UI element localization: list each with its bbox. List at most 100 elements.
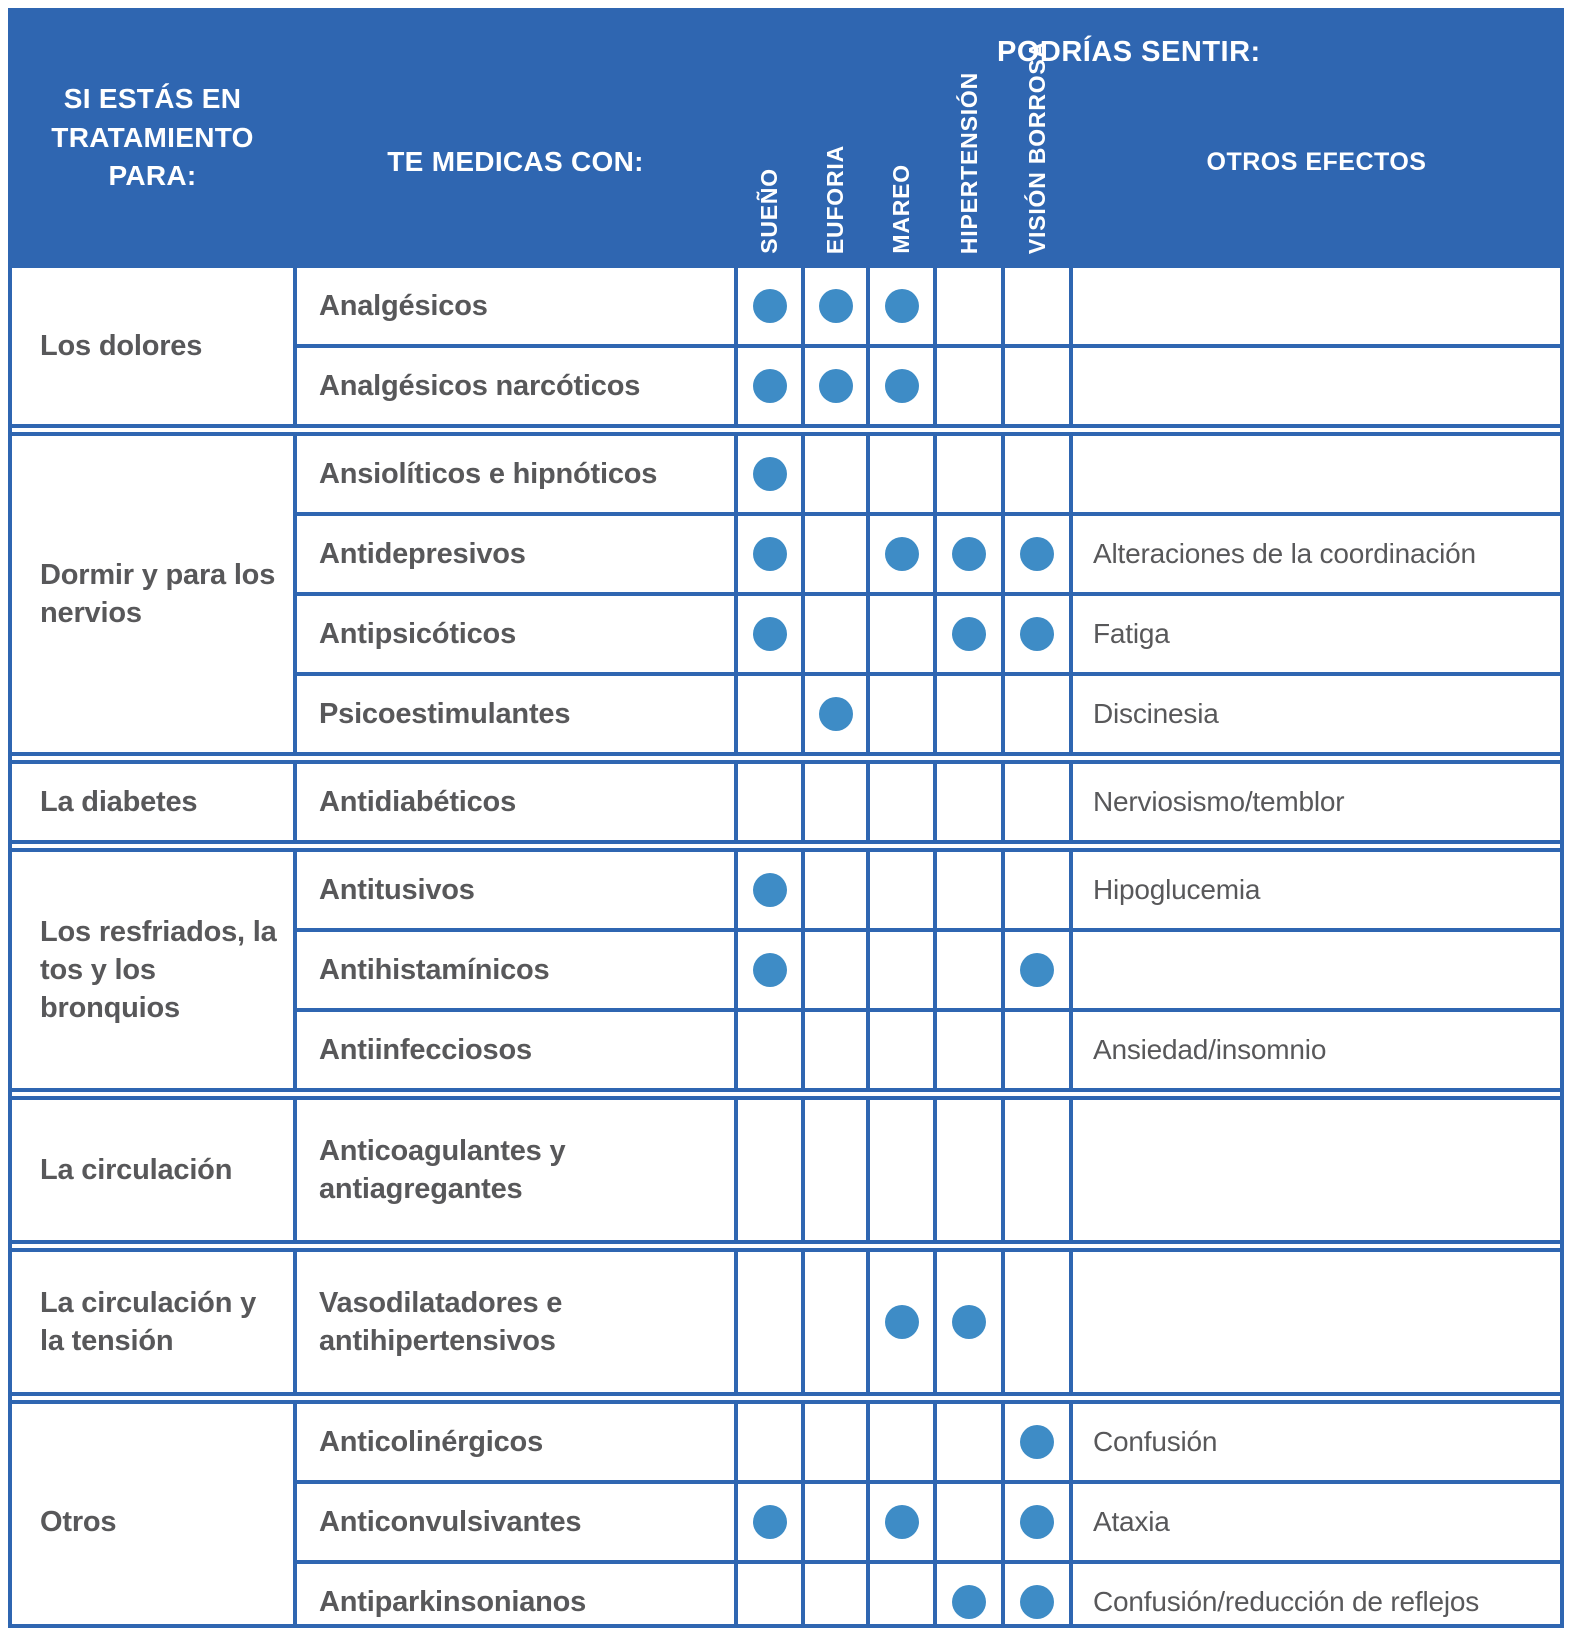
symptom-cell bbox=[805, 1100, 866, 1240]
symptom-cell bbox=[937, 1012, 1001, 1088]
symptom-cell bbox=[1005, 1484, 1069, 1560]
medication-cell: Analgésicos narcóticos bbox=[297, 348, 734, 424]
treatment-cell: Los resfriados, la tos y los bronquios bbox=[12, 852, 293, 1088]
symptom-cell bbox=[870, 1252, 933, 1392]
symptom-cell bbox=[937, 676, 1001, 752]
symptom-cell bbox=[738, 676, 801, 752]
treatment-cell: Otros bbox=[12, 1404, 293, 1624]
symptom-dot bbox=[884, 1505, 919, 1539]
symptom-cell bbox=[805, 1012, 866, 1088]
symptom-cell bbox=[870, 596, 933, 672]
other-effects-cell: Confusión bbox=[1073, 1404, 1560, 1480]
symptom-cell bbox=[937, 1404, 1001, 1480]
other-effects-cell bbox=[1073, 348, 1560, 424]
treatment-group: Dormir y para los nervios Ansiolíticos e… bbox=[12, 432, 1560, 756]
symptom-cell bbox=[937, 268, 1001, 344]
symptom-cell bbox=[738, 268, 801, 344]
symptom-dot bbox=[884, 537, 919, 571]
symptom-cell bbox=[738, 764, 801, 840]
other-effects-cell bbox=[1073, 1100, 1560, 1240]
medication-cell: Antitusivos bbox=[297, 852, 734, 928]
symptom-column-label: MAREO bbox=[888, 164, 914, 254]
symptom-dot bbox=[1020, 953, 1054, 987]
symptom-cell bbox=[805, 436, 866, 512]
symptom-cell bbox=[937, 1252, 1001, 1392]
symptom-dot bbox=[818, 369, 853, 403]
other-effects-cell bbox=[1073, 1252, 1560, 1392]
symptom-dot bbox=[752, 1505, 787, 1539]
medication-cell: Antidepresivos bbox=[297, 516, 734, 592]
symptom-cell bbox=[937, 596, 1001, 672]
table-header: SI ESTÁS EN TRATAMIENTO PARA: TE MEDICAS… bbox=[12, 12, 1560, 264]
other-effects-cell bbox=[1073, 436, 1560, 512]
symptom-dot bbox=[1020, 1585, 1054, 1619]
symptom-cell bbox=[937, 436, 1001, 512]
symptom-cell bbox=[870, 764, 933, 840]
symptom-dot bbox=[752, 369, 787, 403]
symptom-cell bbox=[870, 1564, 933, 1624]
symptom-cell bbox=[870, 1404, 933, 1480]
treatment-group: La circulación y la tensión Vasodilatado… bbox=[12, 1248, 1560, 1396]
medication-cell: Anticoagulantes y antiagregantes bbox=[297, 1100, 734, 1240]
symptom-cell bbox=[937, 852, 1001, 928]
symptom-cell bbox=[870, 436, 933, 512]
symptom-dot bbox=[752, 537, 787, 571]
symptom-cell bbox=[805, 516, 866, 592]
treatment-cell: Dormir y para los nervios bbox=[12, 436, 293, 752]
symptom-cell bbox=[805, 1564, 866, 1624]
medication-column-header: TE MEDICAS CON: bbox=[387, 146, 644, 177]
symptom-dot bbox=[752, 617, 787, 651]
other-effects-cell: Nerviosismo/temblor bbox=[1073, 764, 1560, 840]
symptom-cell bbox=[870, 676, 933, 752]
medication-cell: Analgésicos bbox=[297, 268, 734, 344]
other-effects-cell: Confusión/reducción de reflejos bbox=[1073, 1564, 1560, 1624]
symptom-dot bbox=[884, 289, 919, 323]
symptom-cell bbox=[1005, 676, 1069, 752]
medication-cell: Antihistamínicos bbox=[297, 932, 734, 1008]
table-body: Los dolores Analgésicos Analgésicos narc… bbox=[12, 264, 1560, 1624]
symptom-column-label: HIPERTENSIÓN bbox=[955, 71, 982, 254]
treatment-group: La circulación Anticoagulantes y antiagr… bbox=[12, 1096, 1560, 1244]
symptom-cell bbox=[937, 516, 1001, 592]
symptom-dot bbox=[1020, 1425, 1054, 1459]
medication-cell: Antipsicóticos bbox=[297, 596, 734, 672]
symptom-dot bbox=[818, 289, 853, 323]
symptom-cell bbox=[738, 1484, 801, 1560]
symptom-cell bbox=[738, 516, 801, 592]
symptom-column-label: SUEÑO bbox=[756, 168, 782, 254]
symptom-cell bbox=[937, 348, 1001, 424]
symptom-cell bbox=[805, 764, 866, 840]
symptom-cell bbox=[1005, 596, 1069, 672]
other-effects-cell: Fatiga bbox=[1073, 596, 1560, 672]
treatment-column-header: SI ESTÁS EN TRATAMIENTO PARA: bbox=[51, 83, 254, 192]
symptom-cell bbox=[738, 1012, 801, 1088]
symptom-cell bbox=[738, 1404, 801, 1480]
symptom-cell bbox=[738, 932, 801, 1008]
symptom-cell bbox=[870, 1012, 933, 1088]
treatment-cell: Los dolores bbox=[12, 268, 293, 424]
medication-cell: Vasodilatadores e antihipertensivos bbox=[297, 1252, 734, 1392]
symptom-cell bbox=[870, 268, 933, 344]
other-effects-column-header: OTROS EFECTOS bbox=[1206, 147, 1427, 176]
symptom-cell bbox=[1005, 1252, 1069, 1392]
symptom-cell bbox=[870, 932, 933, 1008]
medication-cell: Psicoestimulantes bbox=[297, 676, 734, 752]
symptom-cell bbox=[1005, 764, 1069, 840]
symptom-cell bbox=[805, 348, 866, 424]
symptom-cell bbox=[870, 1100, 933, 1240]
symptom-cell bbox=[805, 676, 866, 752]
symptom-dot bbox=[884, 369, 919, 403]
symptom-cell bbox=[1005, 1404, 1069, 1480]
symptom-cell bbox=[805, 852, 866, 928]
symptom-cell bbox=[1005, 436, 1069, 512]
symptom-dot bbox=[1020, 537, 1054, 571]
symptom-cell bbox=[738, 348, 801, 424]
symptom-cell bbox=[1005, 1100, 1069, 1240]
other-effects-cell bbox=[1073, 268, 1560, 344]
symptom-cell bbox=[937, 1484, 1001, 1560]
symptom-dot bbox=[1020, 1505, 1054, 1539]
symptom-cell bbox=[1005, 1564, 1069, 1624]
symptom-dot bbox=[952, 1585, 986, 1619]
symptom-cell bbox=[738, 596, 801, 672]
symptom-column-label: VISIÓN BORROSA bbox=[1023, 40, 1050, 254]
